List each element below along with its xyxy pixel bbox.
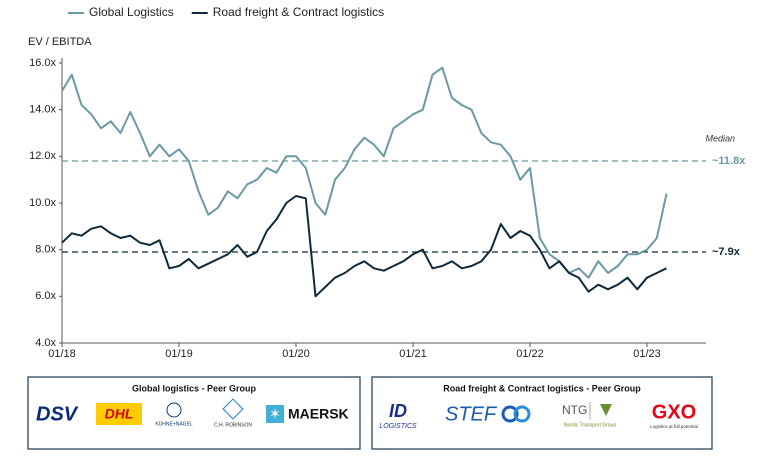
series-line <box>61 195 667 298</box>
peer-box <box>371 376 713 450</box>
x-tick-label: 01/19 <box>165 348 193 360</box>
y-tick-label: 8.0x <box>35 244 56 256</box>
legend-label: Global Logistics <box>89 5 174 19</box>
logo-icon <box>222 398 244 420</box>
x-tick-label: 01/20 <box>282 348 310 360</box>
x-tick-label: 01/21 <box>399 348 427 360</box>
logo-bg <box>96 403 142 425</box>
y-axis-label: EV / EBITDA <box>28 36 92 48</box>
logo-dhl: DHL <box>105 406 134 422</box>
logo-stef: STEF <box>445 403 498 425</box>
peer-title: Road freight & Contract logistics - Peer… <box>443 383 641 393</box>
logo-icon <box>166 402 182 418</box>
logo-kn: KÜHNE+NAGEL <box>155 420 193 427</box>
logo-id-sub: LOGISTICS <box>379 423 417 430</box>
y-tick-label: 12.0x <box>29 150 56 162</box>
logo-gxo: GXO <box>652 401 696 423</box>
logo-ntg-sub: Nordic Transport Group <box>564 422 616 428</box>
y-tick-label: 14.0x <box>29 104 56 116</box>
median-title: Median <box>705 133 735 143</box>
logo-maersk: MAERSK <box>288 406 349 422</box>
peer-title: Global logistics - Peer Group <box>132 383 257 393</box>
logo-dsv: DSV <box>36 403 79 425</box>
logo-icon <box>600 404 612 416</box>
x-tick-label: 01/23 <box>633 348 661 360</box>
logo-icon <box>513 405 531 423</box>
x-tick-label: 01/22 <box>516 348 544 360</box>
legend-label: Road freight & Contract logistics <box>213 5 384 19</box>
logo-icon <box>501 405 519 423</box>
logo-id: ID <box>389 401 407 421</box>
y-tick-label: 4.0x <box>35 337 56 349</box>
median-label: ~7.9x <box>712 246 741 258</box>
logo-gxo-sub: Logistics at full potential <box>650 424 698 429</box>
logo-star: ✶ <box>269 406 281 422</box>
x-tick-label: 01/18 <box>48 348 76 360</box>
y-tick-label: 6.0x <box>35 290 56 302</box>
logo-chr: C.H. ROBINSON <box>214 422 252 428</box>
y-tick-label: 16.0x <box>29 57 56 69</box>
logo-icon <box>266 405 284 423</box>
series-line <box>61 66 668 279</box>
peer-box <box>27 376 361 450</box>
median-label: ~11.8x <box>712 155 746 167</box>
y-tick-label: 10.0x <box>29 197 56 209</box>
logo-ntg: NTG <box>562 403 587 417</box>
